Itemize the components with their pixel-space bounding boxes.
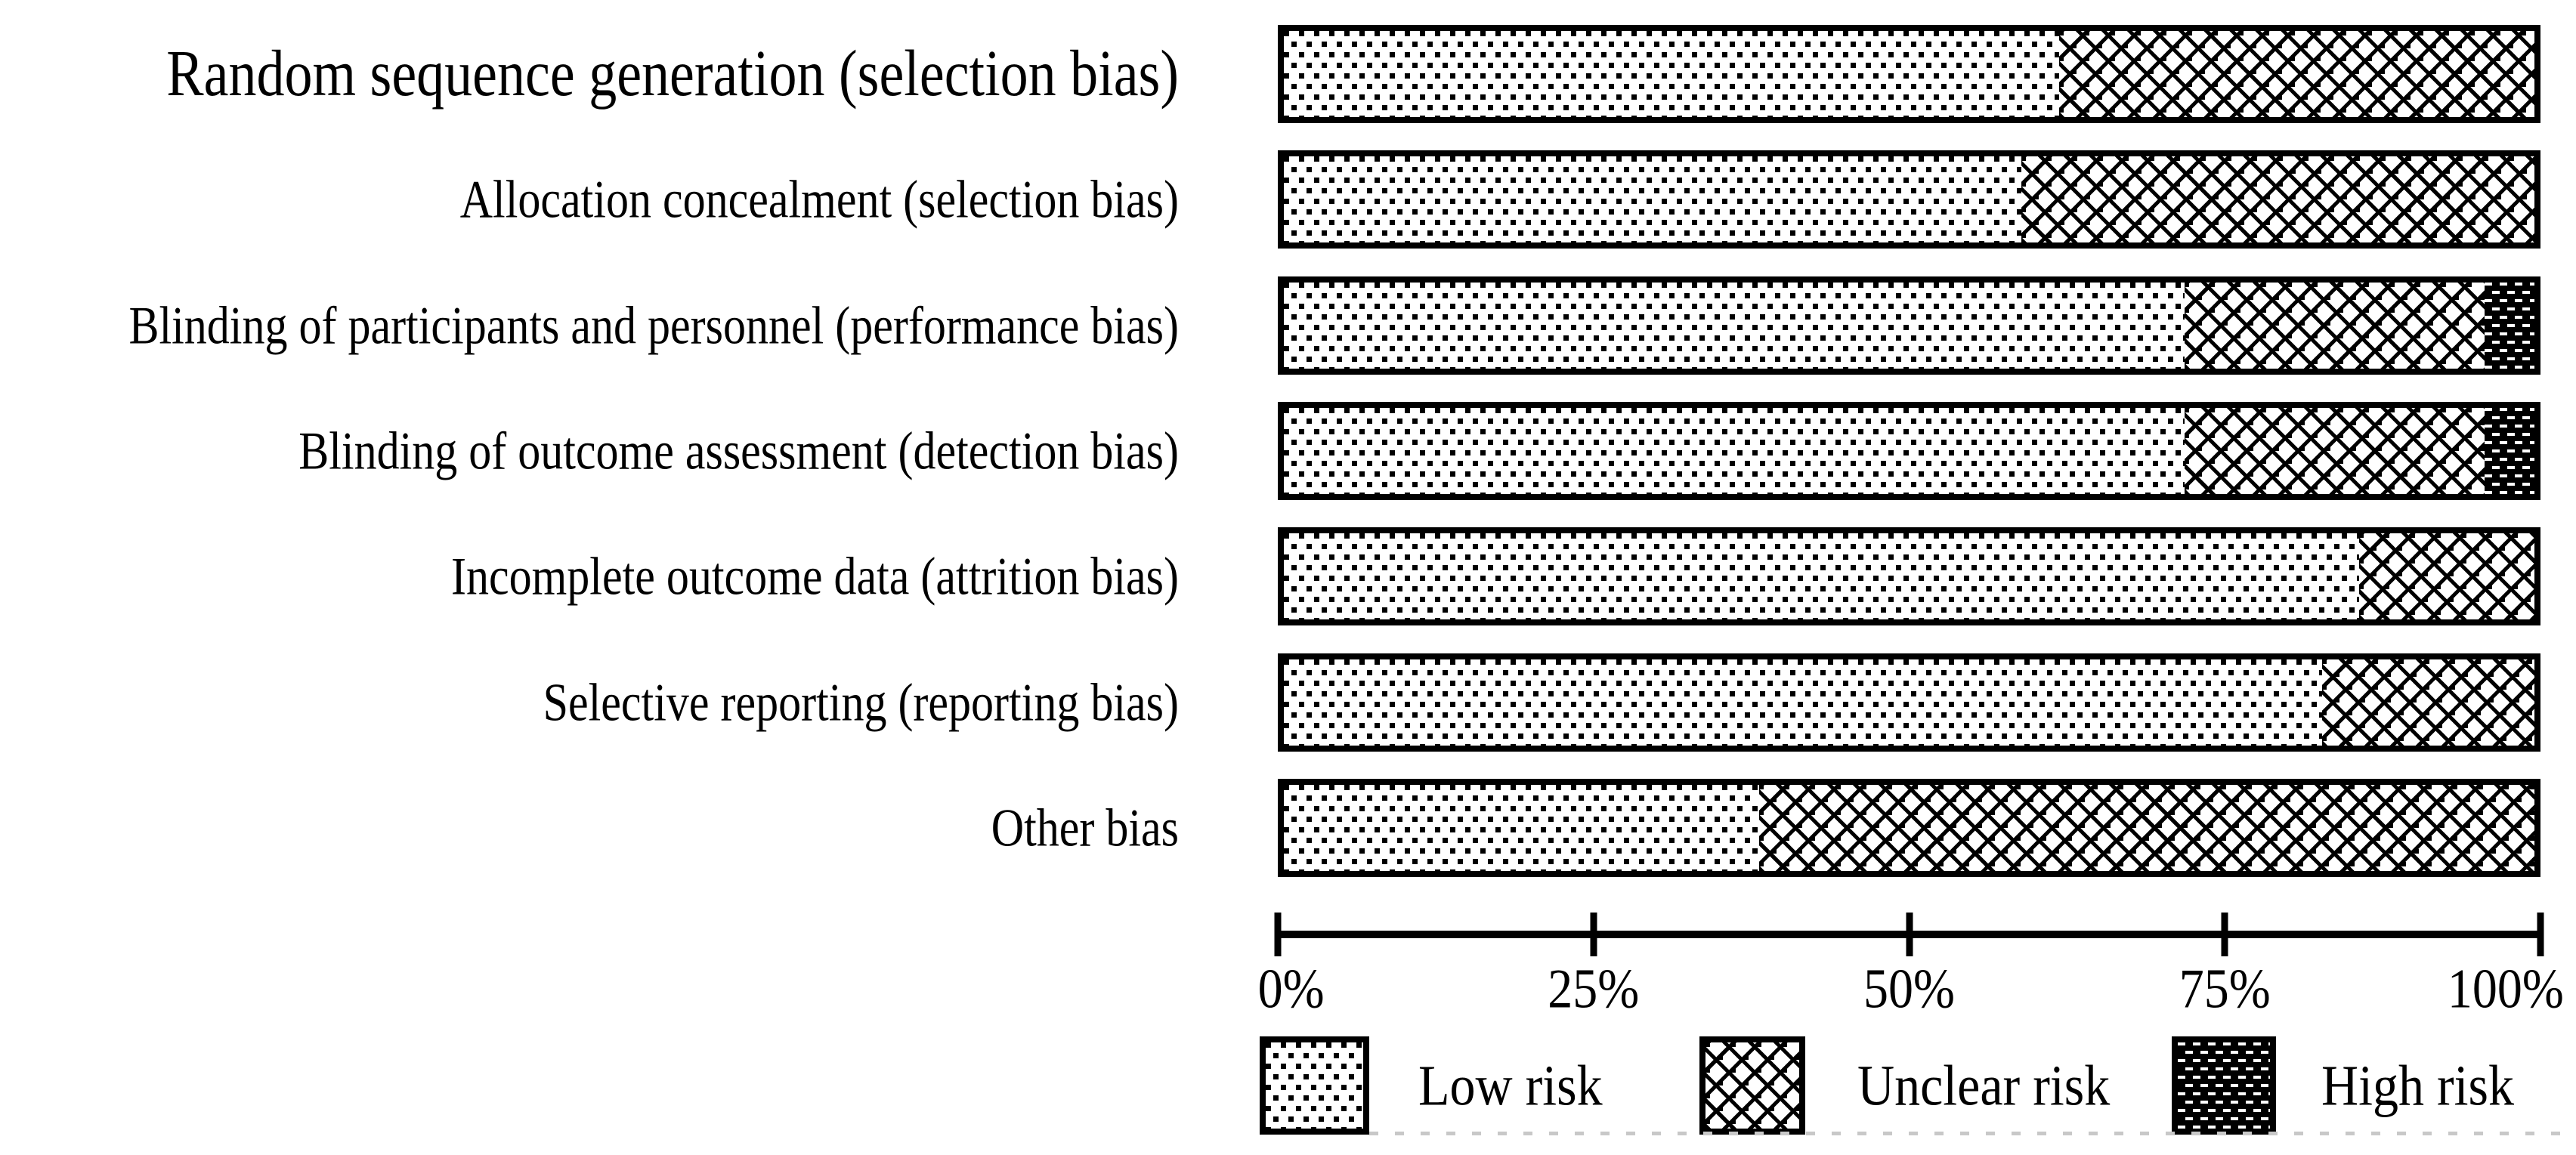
segment-unclear-risk [2059, 31, 2534, 117]
axis-tick [1906, 913, 1913, 956]
segment-unclear-risk [2021, 156, 2534, 242]
segment-low-risk [1284, 785, 1759, 871]
segment-unclear-risk [2321, 659, 2534, 746]
row-label: Blinding of participants and personnel (… [0, 276, 1179, 375]
segment-low-risk [1284, 533, 2360, 619]
stacked-bar [1278, 402, 2540, 500]
legend-label-text: High risk [2321, 1052, 2514, 1117]
segment-low-risk [1284, 659, 2322, 746]
row-label: Blinding of outcome assessment (detectio… [0, 402, 1179, 500]
row-label-text: Blinding of outcome assessment (detectio… [298, 421, 1179, 480]
axis-tick-label: 0% [1258, 959, 1325, 1021]
table-row: Blinding of outcome assessment (detectio… [0, 402, 2576, 500]
segment-low-risk [1284, 156, 2022, 242]
legend-swatch-high-risk [2172, 1036, 2276, 1135]
table-row: Selective reporting (reporting bias) [0, 653, 2576, 752]
row-label-text: Other bias [991, 798, 1179, 857]
axis-tick-label-text: 75% [2179, 958, 2271, 1021]
row-label-text: Random sequence generation (selection bi… [166, 37, 1179, 110]
x-axis [1274, 913, 2544, 956]
row-label: Selective reporting (reporting bias) [0, 653, 1179, 752]
axis-tick-label-text: 25% [1548, 958, 1640, 1021]
legend-label-text: Unclear risk [1857, 1052, 2111, 1117]
stacked-bar [1278, 25, 2540, 123]
table-row: Incomplete outcome data (attrition bias) [0, 527, 2576, 625]
stacked-bar [1278, 779, 2540, 877]
legend-swatch-low-risk [1260, 1036, 1369, 1135]
row-label-text: Selective reporting (reporting bias) [543, 672, 1179, 732]
stacked-bar [1278, 653, 2540, 752]
segment-high-risk [2484, 283, 2534, 369]
legend-label-text: Low risk [1418, 1052, 1603, 1117]
legend-label: Unclear risk [1857, 1036, 2110, 1135]
stacked-bar [1278, 150, 2540, 249]
table-row: Random sequence generation (selection bi… [0, 25, 2576, 123]
axis-tick [1590, 913, 1597, 956]
axis-tick-label-text: 100% [2447, 958, 2564, 1021]
segment-unclear-risk [2184, 283, 2485, 369]
axis-tick-label: 75% [2179, 959, 2271, 1021]
stacked-bar [1278, 276, 2540, 375]
stacked-bar [1278, 527, 2540, 625]
table-row: Other bias [0, 779, 2576, 877]
segment-unclear-risk [1758, 785, 2534, 871]
axis-tick-label-text: 50% [1863, 958, 1955, 1021]
row-label-text: Blinding of participants and personnel (… [128, 295, 1179, 355]
row-label: Other bias [0, 779, 1179, 877]
axis-tick [1274, 913, 1282, 956]
axis-tick-label-text: 0% [1257, 958, 1325, 1021]
axis-tick-label: 25% [1548, 959, 1639, 1021]
axis-tick-label: 100% [2448, 959, 2564, 1021]
table-row: Allocation concealment (selection bias) [0, 150, 2576, 249]
x-axis-tick-labels: 0% 25% 50% 75% 100% [1258, 959, 2564, 1021]
row-label: Allocation concealment (selection bias) [0, 150, 1179, 249]
axis-tick [2221, 913, 2228, 956]
legend-swatch-unclear-risk [1699, 1036, 1805, 1135]
row-label: Incomplete outcome data (attrition bias) [0, 527, 1179, 625]
row-label-text: Allocation concealment (selection bias) [459, 169, 1179, 229]
legend-label: Low risk [1418, 1036, 1603, 1135]
segment-unclear-risk [2184, 408, 2485, 494]
segment-unclear-risk [2359, 533, 2534, 619]
segment-low-risk [1284, 31, 2060, 117]
segment-low-risk [1284, 283, 2185, 369]
table-row: Blinding of participants and personnel (… [0, 276, 2576, 375]
row-label-text: Incomplete outcome data (attrition bias) [451, 546, 1179, 606]
axis-tick-label: 50% [1863, 959, 1955, 1021]
dashed-rule [1369, 1132, 2571, 1135]
segment-high-risk [2484, 408, 2534, 494]
row-label: Random sequence generation (selection bi… [0, 25, 1179, 123]
axis-tick [2537, 913, 2544, 956]
segment-low-risk [1284, 408, 2185, 494]
legend-label: High risk [2321, 1036, 2514, 1135]
